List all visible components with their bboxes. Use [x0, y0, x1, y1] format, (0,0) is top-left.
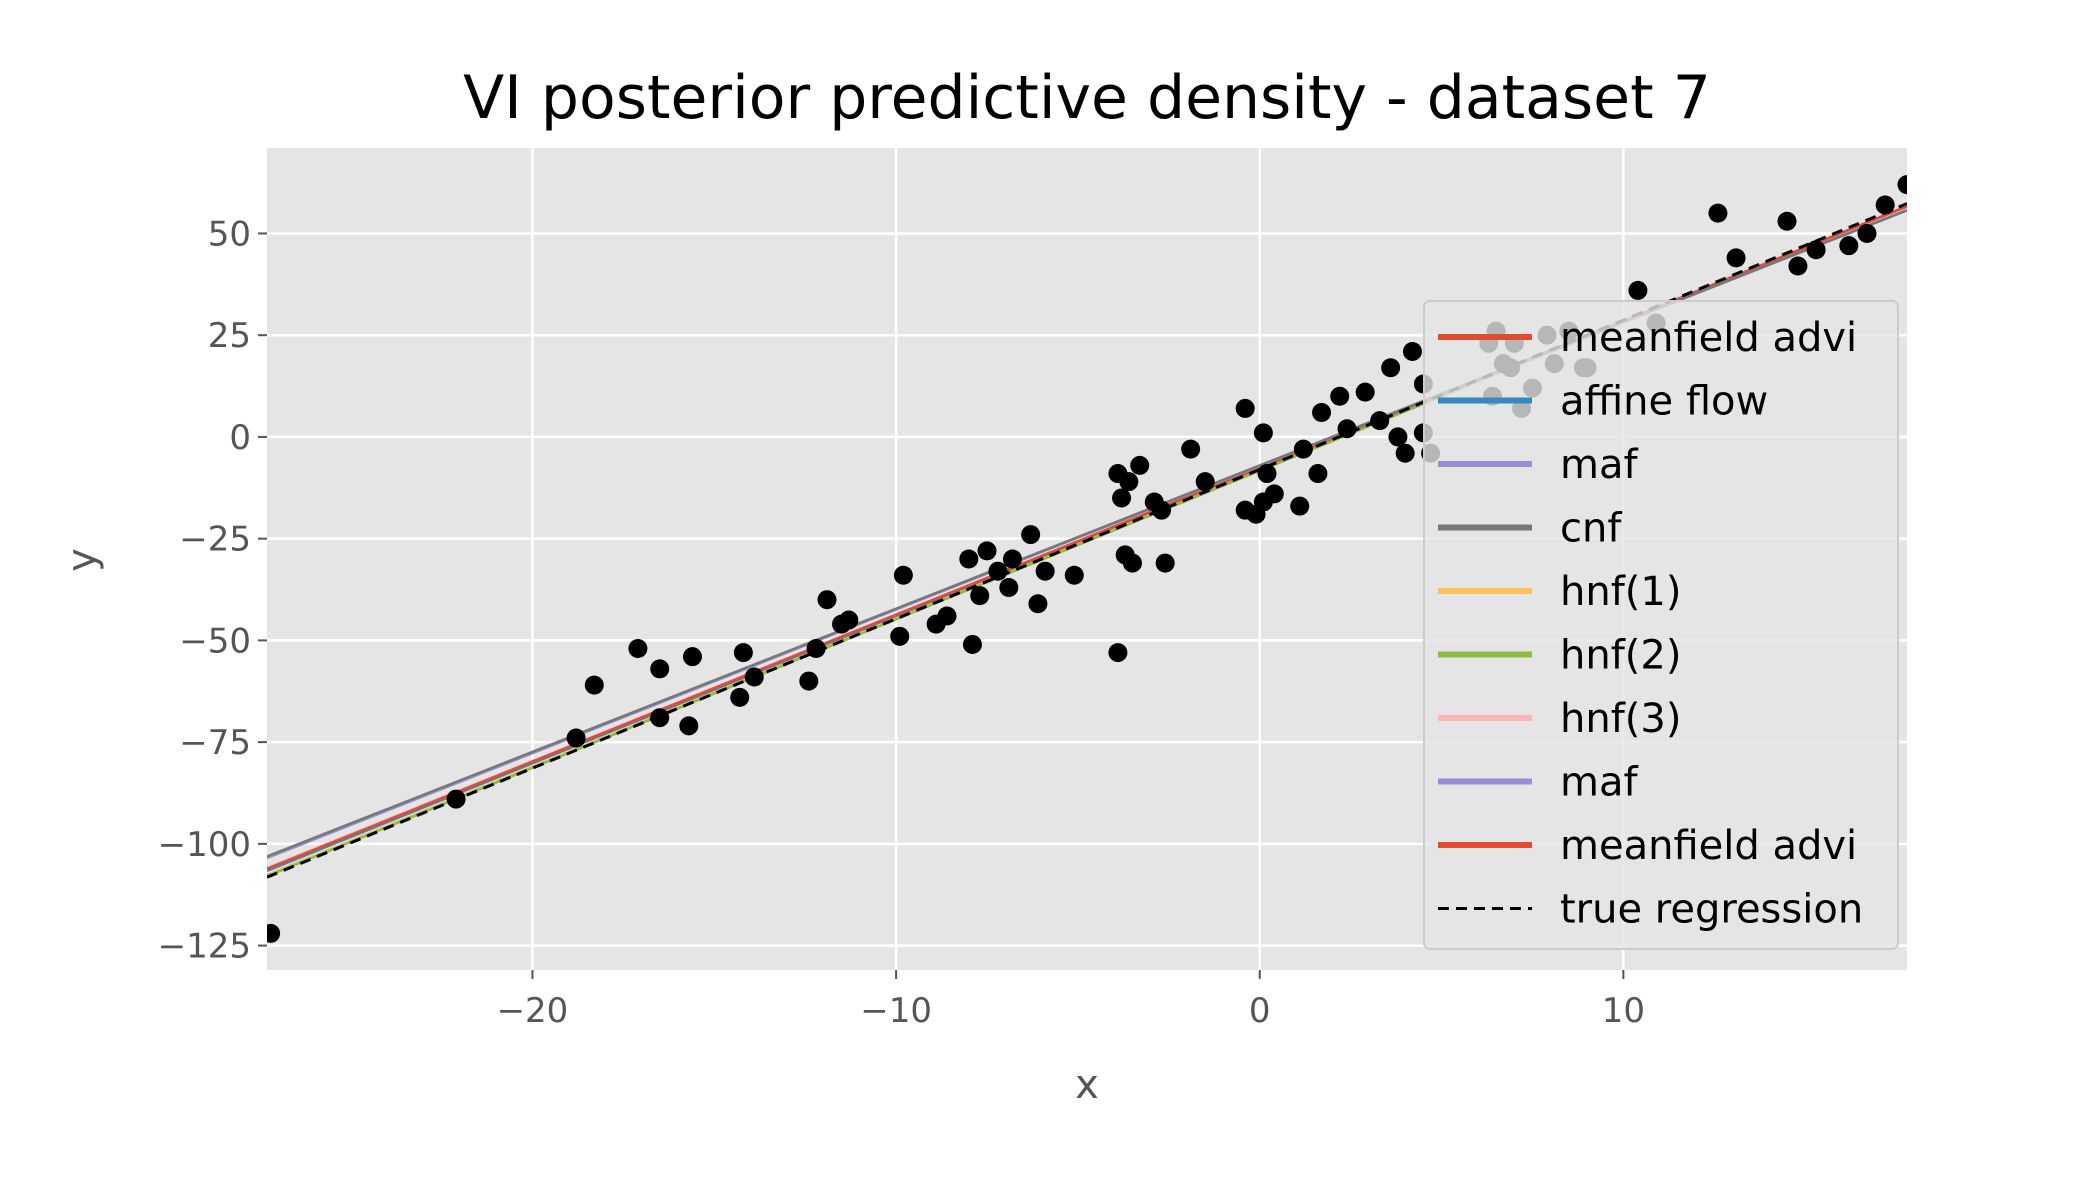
legend-label: hnf(3) — [1560, 696, 1681, 742]
data-point — [650, 659, 670, 679]
chart-title: VI posterior predictive density - datase… — [463, 63, 1711, 133]
data-point — [1708, 203, 1728, 223]
data-point — [839, 610, 859, 630]
data-point — [1253, 423, 1273, 443]
data-point — [1337, 419, 1357, 439]
legend-label: hnf(2) — [1560, 633, 1681, 679]
y-tick-label: 0 — [229, 418, 251, 458]
data-point — [817, 590, 837, 610]
data-point — [962, 634, 982, 654]
data-point — [744, 667, 764, 687]
data-point — [1312, 403, 1332, 423]
data-point — [682, 647, 702, 667]
data-point — [1152, 500, 1172, 520]
data-point — [959, 549, 979, 569]
legend-label: maf — [1560, 442, 1638, 488]
data-point — [1064, 565, 1084, 585]
y-tick-label: 50 — [208, 214, 251, 254]
data-point — [1628, 280, 1648, 300]
data-point — [1788, 256, 1808, 276]
data-point — [1155, 553, 1175, 573]
legend-label: meanfield advi — [1560, 823, 1857, 869]
x-ticks: −20 −10 0 10 — [497, 970, 1645, 1031]
data-point — [566, 728, 586, 748]
data-point — [1035, 561, 1055, 581]
data-point — [970, 586, 990, 606]
data-point — [730, 687, 750, 707]
data-point — [1370, 411, 1390, 431]
data-point — [446, 789, 466, 809]
data-point — [1290, 496, 1310, 516]
data-point — [799, 671, 819, 691]
data-point — [679, 716, 699, 736]
data-point — [1195, 472, 1215, 492]
legend-label: meanfield advi — [1560, 315, 1857, 361]
data-point — [1388, 427, 1408, 447]
y-ticks: 50 25 0 −25 −50 −75 −100 −125 — [158, 214, 267, 967]
legend-label: cnf — [1560, 506, 1622, 552]
x-tick-label: 10 — [1602, 991, 1645, 1031]
x-tick-label: −20 — [497, 991, 569, 1031]
data-point — [893, 565, 913, 585]
data-point — [1293, 439, 1313, 459]
data-point — [1897, 175, 1907, 195]
data-point — [988, 561, 1008, 581]
data-point — [806, 639, 826, 659]
y-tick-label: −125 — [158, 927, 251, 967]
x-axis-label: x — [1075, 1062, 1099, 1108]
data-point — [1395, 443, 1415, 463]
data-point — [1355, 382, 1375, 402]
data-point — [1777, 211, 1797, 231]
data-point — [1028, 594, 1048, 614]
data-point — [1839, 236, 1859, 256]
data-point — [1264, 484, 1284, 504]
data-point — [1257, 464, 1277, 484]
y-tick-label: 25 — [208, 316, 251, 356]
x-tick-label: −10 — [860, 991, 932, 1031]
data-point — [937, 606, 957, 626]
data-point — [1235, 398, 1255, 418]
y-tick-label: −25 — [179, 520, 251, 560]
data-point — [1122, 553, 1142, 573]
y-tick-label: −100 — [158, 825, 251, 865]
data-point — [733, 643, 753, 663]
data-point — [977, 541, 997, 561]
data-point — [1112, 488, 1132, 508]
data-point — [890, 626, 910, 646]
data-point — [1806, 240, 1826, 260]
y-tick-label: −50 — [179, 621, 251, 661]
data-point — [1857, 223, 1877, 243]
legend-label: affine flow — [1560, 379, 1768, 425]
y-tick-label: −75 — [179, 723, 251, 763]
data-point — [584, 675, 604, 695]
data-point — [1119, 472, 1139, 492]
legend-label: true regression — [1560, 887, 1863, 933]
y-axis-label: y — [59, 548, 105, 572]
legend-label: hnf(1) — [1560, 569, 1681, 615]
legend-box — [1423, 300, 1899, 950]
data-point — [628, 639, 648, 659]
legend-label: maf — [1560, 760, 1638, 806]
data-point — [1002, 549, 1022, 569]
data-point — [267, 923, 281, 943]
data-point — [1108, 643, 1128, 663]
data-point — [1726, 248, 1746, 268]
data-point — [1875, 195, 1895, 215]
data-point — [1330, 386, 1350, 406]
data-point — [1181, 439, 1201, 459]
data-point — [1381, 358, 1401, 378]
x-tick-label: 0 — [1249, 991, 1271, 1031]
data-point — [1308, 464, 1328, 484]
data-point — [999, 577, 1019, 597]
legend: meanfield advi affine flow maf cnf hnf(1) hnf… — [1423, 300, 1899, 950]
data-point — [1130, 455, 1150, 475]
data-point — [1402, 341, 1422, 361]
data-point — [1021, 525, 1041, 545]
data-point — [650, 708, 670, 728]
